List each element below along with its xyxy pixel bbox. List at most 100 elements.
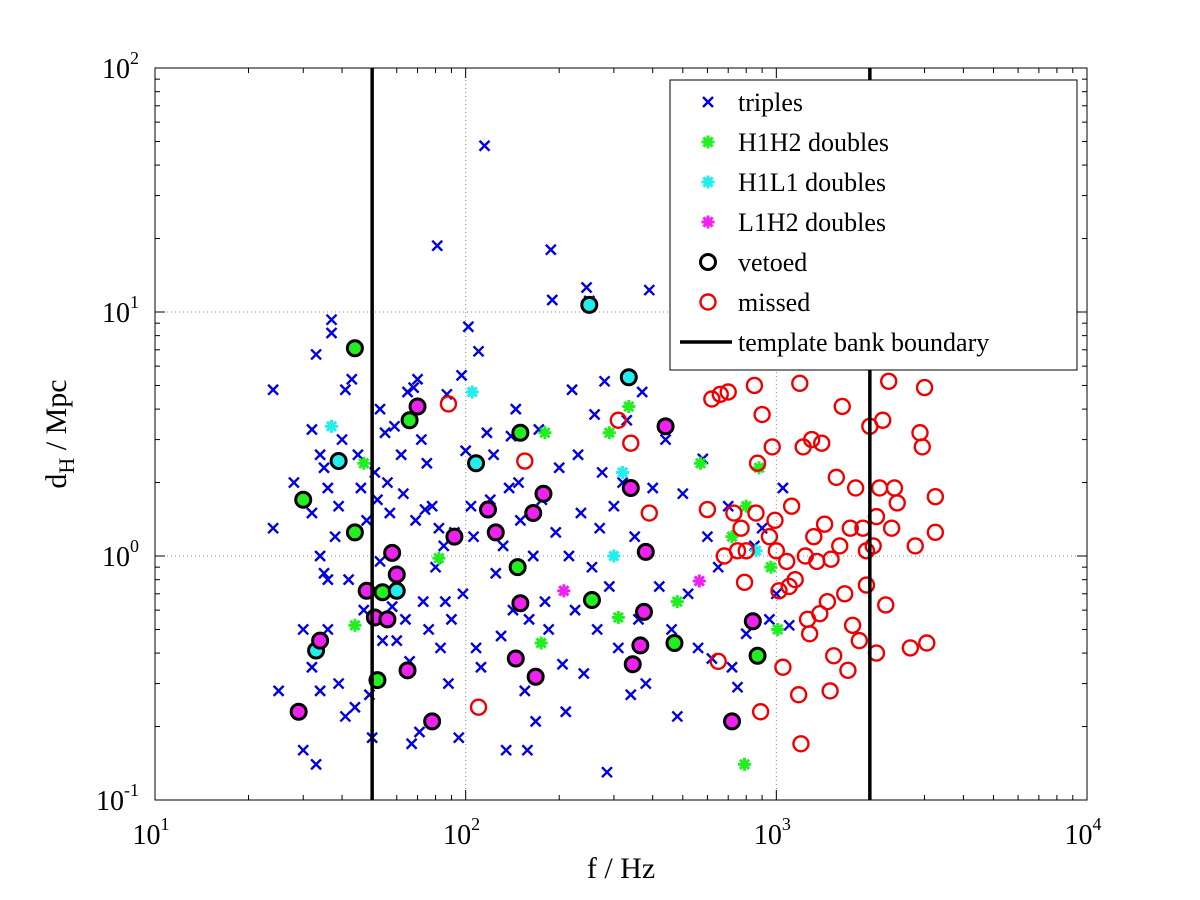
data-point	[518, 685, 531, 697]
x-stroke-b	[653, 580, 666, 593]
data-point	[621, 478, 640, 497]
data-point	[399, 613, 412, 626]
data-point	[839, 661, 857, 680]
data-point	[723, 712, 742, 731]
data-point	[408, 397, 427, 416]
x-stroke-b	[426, 500, 438, 513]
data-point	[445, 613, 458, 626]
y-tick-label-0.1: 10-1	[96, 780, 139, 817]
data-point	[770, 582, 788, 600]
x-stroke-b	[509, 403, 522, 415]
y-tick-base: 10	[102, 54, 130, 85]
data-point	[747, 504, 765, 522]
data-point	[582, 591, 601, 610]
x-stroke-b	[514, 514, 527, 527]
data-point	[911, 424, 929, 442]
star-stroke	[671, 595, 683, 608]
x-stroke-b	[332, 677, 345, 690]
x-stroke-b	[646, 482, 659, 494]
star-stroke	[740, 500, 752, 512]
data-point	[763, 438, 781, 456]
data-point	[607, 549, 621, 563]
data-point	[563, 550, 575, 562]
data-point	[572, 448, 584, 461]
data-point	[760, 527, 779, 546]
data-point	[431, 239, 444, 252]
x-tick-base: 10	[133, 820, 161, 851]
x-stroke-b	[405, 737, 418, 750]
data-point	[786, 570, 804, 589]
x-tick-label-100: 102	[443, 814, 480, 851]
x-stroke-b	[665, 623, 678, 636]
legend-entry-l1h2-doubles: L1H2 doubles	[701, 208, 886, 237]
data-point	[495, 630, 507, 642]
data-point	[753, 405, 771, 424]
data-point	[728, 542, 747, 560]
x-stroke-b	[512, 476, 525, 489]
data-point	[782, 497, 801, 515]
data-point	[822, 550, 840, 568]
data-point	[665, 623, 678, 636]
x-stroke-b	[397, 487, 410, 500]
data-point	[512, 476, 525, 489]
x-stroke-b	[472, 345, 485, 358]
x-stroke-b	[783, 619, 796, 632]
data-point	[598, 375, 611, 388]
series-vetoed-l1h2	[289, 397, 762, 731]
x-stroke-b	[288, 476, 300, 489]
x-stroke-b	[297, 623, 310, 636]
data-point	[915, 378, 934, 397]
data-point	[415, 433, 428, 446]
data-point	[745, 376, 764, 395]
x-stroke-b	[591, 623, 604, 636]
x-tick-exponent: 4	[1093, 814, 1102, 834]
legend-entry-h1l1-doubles: H1L1 doubles	[701, 168, 886, 197]
legend-swatch	[701, 175, 715, 189]
legend-entry-vetoed: vetoed	[699, 248, 807, 277]
data-point	[465, 385, 479, 399]
x-stroke-b	[487, 448, 500, 461]
data-point	[378, 610, 397, 629]
data-point	[656, 417, 675, 436]
x-stroke-b	[407, 381, 420, 394]
data-point	[379, 426, 391, 439]
data-point	[628, 530, 641, 543]
legend-label: triples	[738, 88, 803, 117]
x-stroke-b	[376, 634, 389, 647]
x-stroke-b	[577, 667, 590, 680]
data-point	[743, 612, 762, 631]
legend-swatch	[701, 215, 715, 229]
x-stroke-b	[374, 403, 386, 415]
x-stroke-b	[433, 522, 445, 535]
data-point	[841, 519, 859, 537]
data-point	[462, 320, 475, 333]
data-point	[360, 514, 373, 527]
data-point	[426, 500, 438, 513]
x-stroke-b	[470, 642, 482, 654]
data-point	[321, 482, 334, 494]
y-tick-exponent: -1	[124, 780, 139, 800]
star-stroke	[616, 466, 629, 479]
data-point	[267, 522, 279, 535]
x-stroke-b	[495, 630, 507, 642]
x-stroke-b	[628, 530, 641, 543]
x-stroke-b	[442, 677, 455, 690]
data-point	[386, 600, 399, 613]
star-stroke	[603, 427, 615, 439]
x-stroke-b	[422, 623, 435, 636]
legend-swatch	[702, 96, 714, 108]
data-point	[918, 634, 936, 652]
data-point	[659, 433, 672, 446]
star-stroke	[325, 420, 338, 432]
star-stroke	[349, 619, 361, 631]
data-point	[732, 519, 750, 537]
data-point	[764, 560, 778, 574]
x-stroke-b	[306, 507, 318, 519]
data-point	[511, 423, 530, 442]
data-point	[670, 595, 684, 609]
data-point	[731, 681, 744, 694]
x-stroke-b	[616, 476, 629, 489]
data-point	[542, 623, 555, 636]
data-point	[857, 542, 876, 560]
